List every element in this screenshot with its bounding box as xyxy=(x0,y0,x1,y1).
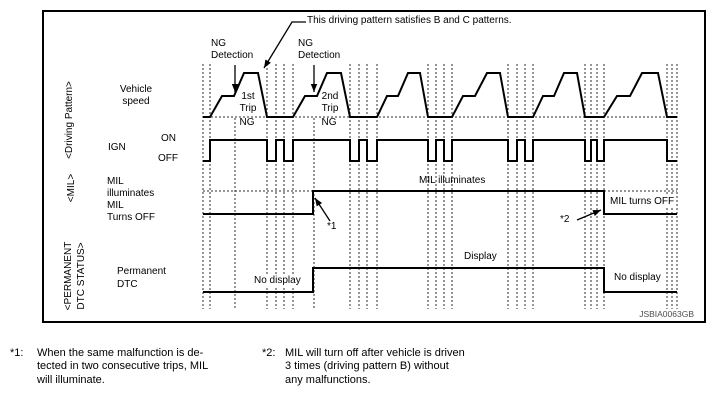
ign-off: OFF xyxy=(158,153,178,164)
footnote-1-marker: *1: xyxy=(10,347,24,359)
no-display-left: No display xyxy=(252,275,303,287)
ref-1: *1 xyxy=(327,221,337,232)
leader-annotation xyxy=(263,21,306,69)
ign-on: ON xyxy=(161,133,176,144)
mil-illuminates-inline: MIL illuminates xyxy=(419,175,486,186)
footnote-2-text: MIL will turn off after vehicle is drive… xyxy=(285,347,465,386)
row-label-ign: IGN xyxy=(108,142,126,153)
arrow-ref-1-head xyxy=(315,198,323,207)
footnote-2-marker: *2: xyxy=(262,347,276,359)
waveform-permanent-dtc xyxy=(203,267,677,293)
figure-code: JSBIA0063GB xyxy=(639,309,694,319)
ng-detection-1: NG Detection xyxy=(211,38,254,61)
row-label-vehicle-speed: Vehicle speed xyxy=(119,84,153,107)
ref-2: *2 xyxy=(560,214,570,225)
diagram-frame xyxy=(42,10,706,323)
trip-1-ng: NG xyxy=(239,117,255,128)
annotation-top: This driving pattern satisfies B and C p… xyxy=(307,15,512,26)
row-label-mil: MIL illuminates MIL Turns OFF xyxy=(107,176,155,223)
waveform-vehicle-speed xyxy=(203,72,677,118)
trip-2-ng: NG xyxy=(321,117,337,128)
section-label-permanent-dtc-status: <PERMANENT DTC STATUS> xyxy=(63,241,87,311)
no-display-right: No display xyxy=(612,272,663,284)
mil-turns-off-inline: MIL turns OFF xyxy=(608,196,677,208)
arrow-ng-detection-1-head xyxy=(231,84,239,92)
section-label-mil: <MIL> xyxy=(66,173,77,203)
arrow-ref-2-head xyxy=(592,210,601,216)
display-inline: Display xyxy=(462,251,499,263)
section-label-driving-pattern: <Driving Pattern> xyxy=(64,81,75,159)
leader-annotation-head xyxy=(264,59,271,68)
arrow-ng-detection-2-head xyxy=(310,84,318,92)
footnote-1-text: When the same malfunction is de- tected … xyxy=(37,347,209,386)
trip-1-label: 1st Trip xyxy=(239,91,257,114)
waveform-ign xyxy=(203,139,677,162)
ng-detection-2: NG Detection xyxy=(298,38,341,61)
row-label-permanent-dtc: Permanent DTC xyxy=(117,266,166,290)
trip-2-label: 2nd Trip xyxy=(321,91,339,114)
waveform-mil xyxy=(203,190,677,215)
